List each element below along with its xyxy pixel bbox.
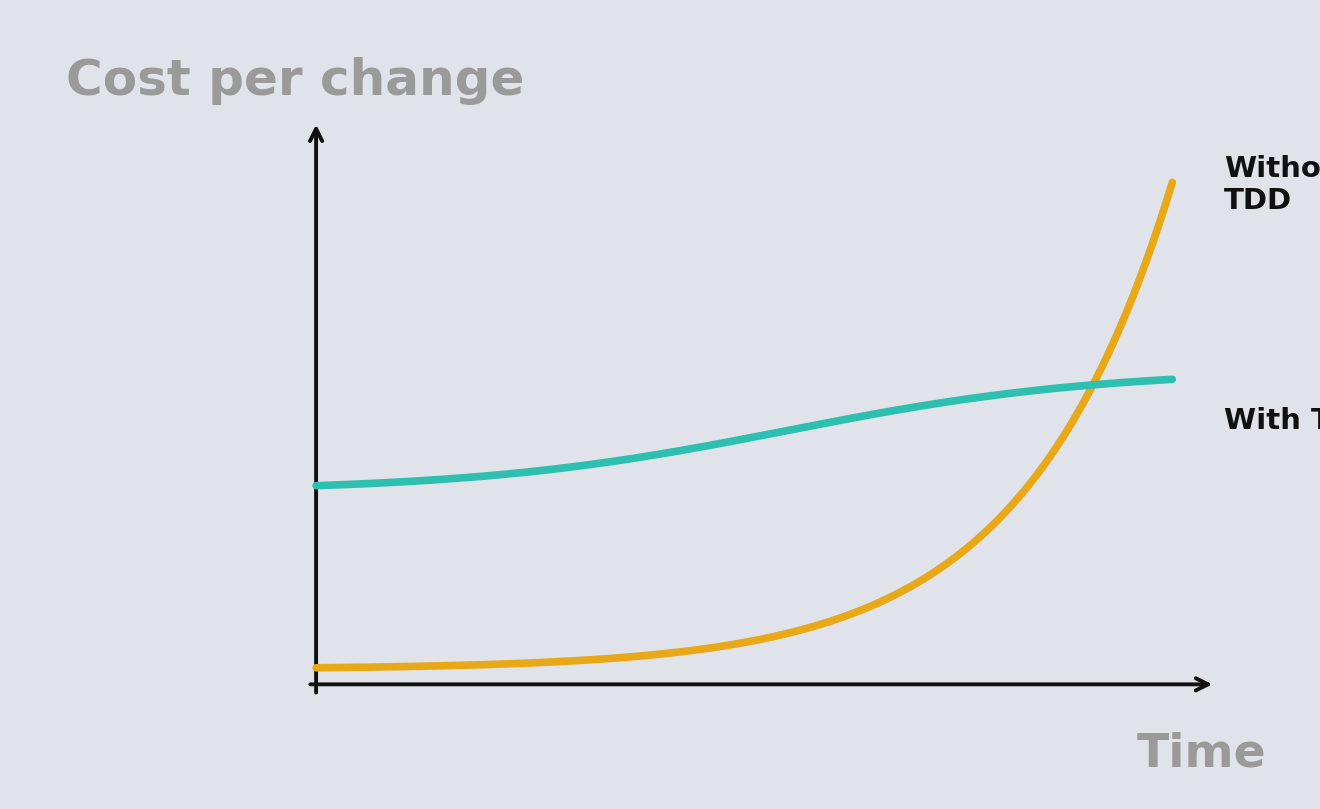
Text: Without
TDD: Without TDD: [1224, 155, 1320, 215]
Text: Time: Time: [1137, 731, 1266, 777]
Text: With TDD: With TDD: [1224, 407, 1320, 435]
Text: Cost per change: Cost per change: [66, 57, 524, 104]
